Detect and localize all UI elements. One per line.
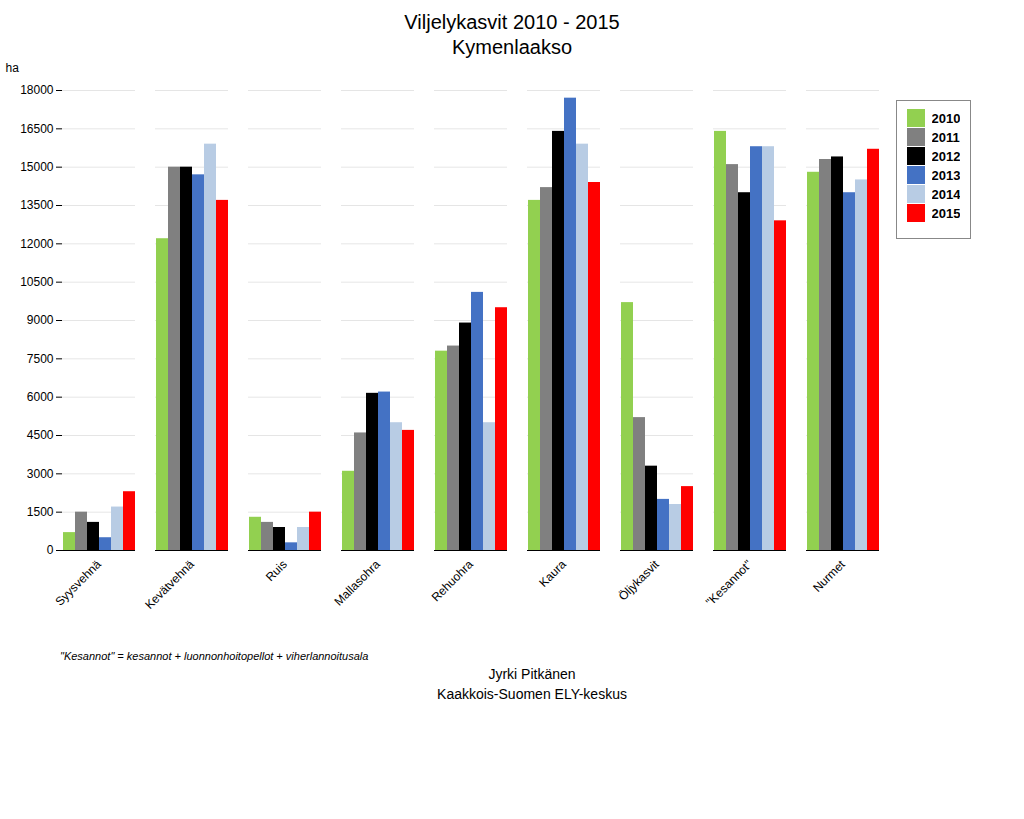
- svg-text:Syysvehnä: Syysvehnä: [52, 557, 104, 609]
- html-text:2012: 2012: [931, 148, 961, 164]
- html-text:2010: 2010: [931, 110, 961, 126]
- svg-text:ha: ha: [6, 61, 20, 75]
- svg-text:"Kesannot": "Kesannot": [703, 557, 755, 609]
- html-text:2011: 2011: [931, 129, 960, 145]
- svg-text:1500: 1500: [27, 505, 54, 519]
- svg-text:Ruis: Ruis: [263, 557, 290, 584]
- svg-text:6000: 6000: [27, 390, 54, 404]
- svg-text:16500: 16500: [20, 122, 54, 136]
- svg-text:9000: 9000: [27, 313, 54, 327]
- html-text:Viljelykasvit 2010 - 2015 Kyme: Viljelykasvit 2010 - 2015 Kymenlaakso: [404, 11, 620, 58]
- svg-text:18000: 18000: [20, 83, 54, 97]
- svg-text:Öljykasvit: Öljykasvit: [616, 557, 663, 604]
- html-text:Jyrki Pitkänen: Jyrki Pitkänen: [488, 666, 576, 682]
- html-text:2013: 2013: [931, 167, 961, 183]
- svg-text:Kevätvehnä: Kevätvehnä: [142, 557, 197, 612]
- svg-text:3000: 3000: [27, 467, 54, 481]
- svg-text:Mallasohra: Mallasohra: [331, 557, 383, 609]
- html-text:2014: 2014: [931, 186, 961, 202]
- html-text:"Kesannot" = kesannot + luonno: "Kesannot" = kesannot + luonnonhoitopell…: [60, 650, 369, 662]
- html-text:Kaakkois-Suomen ELY-keskus: Kaakkois-Suomen ELY-keskus: [437, 686, 627, 702]
- svg-text:Nurmet: Nurmet: [810, 557, 848, 595]
- svg-text:Kaura: Kaura: [536, 557, 569, 590]
- svg-text:12000: 12000: [20, 237, 54, 251]
- svg-text:4500: 4500: [27, 428, 54, 442]
- svg-text:7500: 7500: [27, 352, 54, 366]
- svg-text:15000: 15000: [20, 160, 54, 174]
- html-text:2015: 2015: [931, 205, 961, 221]
- svg-text:13500: 13500: [20, 198, 54, 212]
- svg-text:Rehuohra: Rehuohra: [429, 557, 476, 604]
- svg-text:10500: 10500: [20, 275, 54, 289]
- svg-text:0: 0: [47, 543, 54, 557]
